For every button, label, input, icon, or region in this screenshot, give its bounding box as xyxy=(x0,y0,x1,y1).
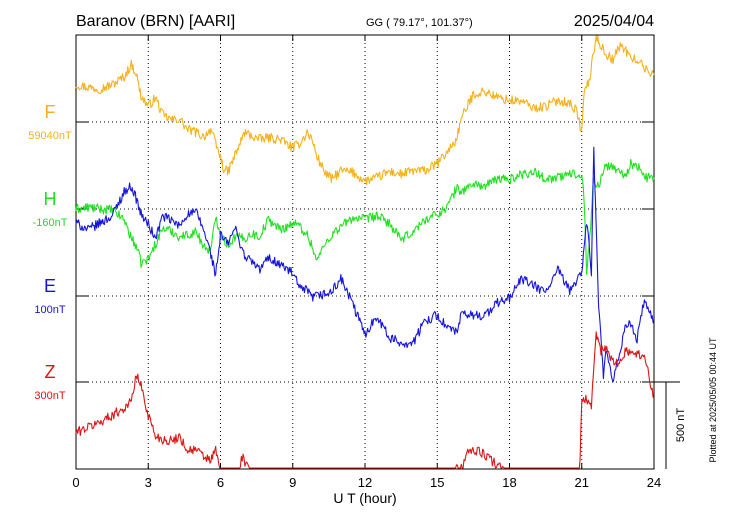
component-label-e: E xyxy=(44,276,56,296)
component-label-h: H xyxy=(44,189,57,209)
coordinates-label: GG ( 79.17°, 101.37°) xyxy=(366,17,473,29)
component-label-z: Z xyxy=(45,362,56,382)
baseline-value-f: 59040nT xyxy=(28,130,72,142)
baseline-value-e: 100nT xyxy=(34,304,65,316)
scale-bar-label: 500 nT xyxy=(675,408,687,443)
x-tick-label: 24 xyxy=(647,475,661,490)
station-title: Baranov (BRN) [AARI] xyxy=(76,13,235,30)
series-line-f xyxy=(75,35,655,186)
component-labels: F 59040nT H -160nT E 100nT Z 300nT xyxy=(28,102,72,402)
plotted-at-label: Plotted at 2025/05/05 00:44 UT xyxy=(708,337,718,463)
component-label-f: F xyxy=(45,102,56,122)
x-tick-label: 3 xyxy=(145,475,152,490)
x-tick-label: 0 xyxy=(72,475,79,490)
x-tick-label: 9 xyxy=(289,475,296,490)
series-line-h xyxy=(75,158,655,275)
x-axis-title: U T (hour) xyxy=(333,490,396,506)
date-label: 2025/04/04 xyxy=(574,13,654,30)
x-tick-label: 21 xyxy=(575,475,589,490)
grid-lines xyxy=(76,35,654,469)
x-axis-ticks: 0 3 6 9 12 15 18 21 24 xyxy=(72,35,661,490)
scale-bar: 500 nT xyxy=(654,381,687,469)
series-group xyxy=(75,35,655,469)
baseline-value-h: -160nT xyxy=(33,217,68,229)
series-line-z xyxy=(75,331,655,469)
x-tick-label: 15 xyxy=(430,475,444,490)
x-tick-label: 6 xyxy=(217,475,224,490)
series-line-e xyxy=(75,146,655,383)
x-tick-label: 12 xyxy=(358,475,372,490)
x-tick-label: 18 xyxy=(502,475,516,490)
baseline-value-z: 300nT xyxy=(34,390,65,402)
